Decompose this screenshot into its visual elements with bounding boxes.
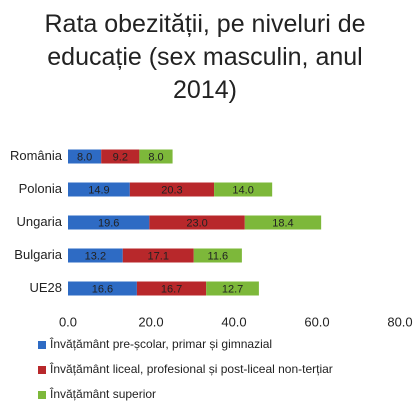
x-tick-label: 80.0 bbox=[387, 314, 412, 329]
value-label: 18.4 bbox=[272, 217, 293, 229]
bar-segment bbox=[136, 281, 207, 296]
x-tick-label: 20.0 bbox=[138, 314, 163, 329]
bar-segment bbox=[129, 182, 215, 197]
bar-segment bbox=[68, 182, 130, 197]
value-label: 8.0 bbox=[148, 151, 163, 163]
legend-swatch bbox=[38, 341, 46, 349]
y-tick-label: Ungaria bbox=[16, 214, 62, 229]
bar-segment bbox=[68, 215, 150, 230]
bar-segment bbox=[68, 281, 137, 296]
legend-swatch bbox=[38, 366, 46, 374]
bar-segment bbox=[193, 248, 242, 263]
value-label: 20.3 bbox=[161, 184, 182, 196]
legend-swatch bbox=[38, 391, 46, 399]
legend-label: Învățământ pre-școlar, primar și gimnazi… bbox=[49, 336, 272, 351]
bar-segment bbox=[244, 215, 322, 230]
value-label: 12.7 bbox=[222, 283, 243, 295]
x-tick-label: 0.0 bbox=[59, 314, 77, 329]
value-label: 19.6 bbox=[98, 217, 119, 229]
value-label: 9.2 bbox=[113, 151, 128, 163]
legend-label: Învățământ liceal, profesional și post-l… bbox=[49, 361, 333, 376]
value-label: 14.0 bbox=[232, 184, 253, 196]
value-label: 14.9 bbox=[88, 184, 109, 196]
bar-segment bbox=[214, 182, 273, 197]
x-tick-label: 60.0 bbox=[304, 314, 329, 329]
bar-segment bbox=[68, 149, 102, 164]
chart-title: Rata obezității, pe niveluri de educație… bbox=[44, 10, 366, 104]
y-tick-label: Bulgaria bbox=[14, 247, 62, 262]
bar-segment bbox=[139, 149, 173, 164]
value-label: 17.1 bbox=[148, 250, 169, 262]
value-label: 16.6 bbox=[92, 283, 113, 295]
bar-segment bbox=[206, 281, 259, 296]
x-tick-label: 40.0 bbox=[221, 314, 246, 329]
value-label: 8.0 bbox=[77, 151, 92, 163]
value-label: 16.7 bbox=[161, 283, 182, 295]
value-label: 13.2 bbox=[85, 250, 106, 262]
bar-segment bbox=[149, 215, 245, 230]
value-label: 11.6 bbox=[208, 250, 229, 262]
value-label: 23.0 bbox=[186, 217, 207, 229]
y-tick-label: România bbox=[10, 148, 63, 163]
legend-label: Învățământ superior bbox=[49, 386, 156, 401]
bar-segment bbox=[68, 248, 123, 263]
bar-segment bbox=[101, 149, 140, 164]
bar-segment bbox=[122, 248, 194, 263]
y-tick-label: UE28 bbox=[29, 280, 62, 295]
y-tick-label: Polonia bbox=[19, 181, 63, 196]
